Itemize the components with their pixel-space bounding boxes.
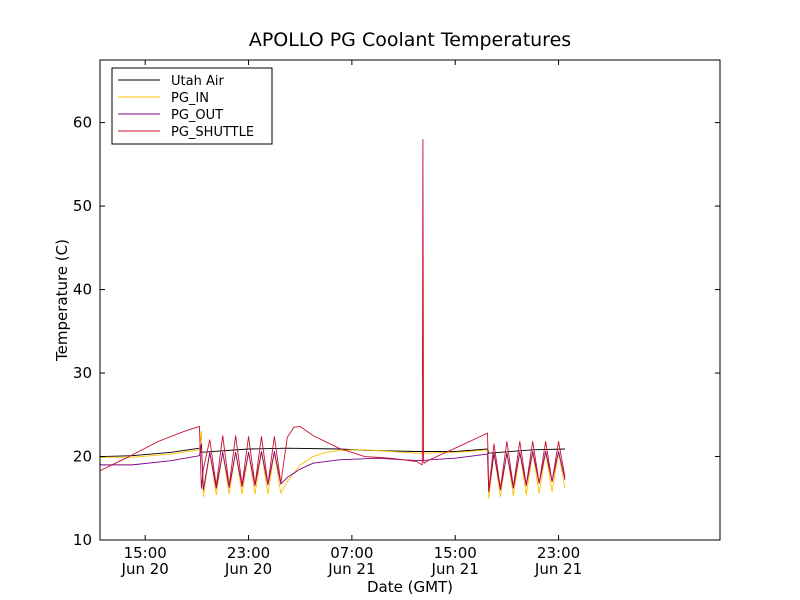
series-line-pg-shuttle bbox=[100, 138, 566, 491]
y-tick-label: 20 bbox=[73, 448, 92, 466]
x-tick-label-date: Jun 20 bbox=[224, 560, 272, 578]
y-tick-label: 10 bbox=[73, 531, 92, 549]
x-tick-label-date: Jun 21 bbox=[534, 560, 582, 578]
y-tick-label: 30 bbox=[73, 364, 92, 382]
plot-frame bbox=[99, 59, 721, 541]
x-tick-label-date: Jun 21 bbox=[327, 560, 375, 578]
series-layer bbox=[100, 138, 566, 499]
x-tick-label-time: 15:00 bbox=[124, 544, 167, 562]
x-tick-label-date: Jun 20 bbox=[121, 560, 169, 578]
x-tick-label-time: 15:00 bbox=[434, 544, 477, 562]
y-axis-title: Temperature (C) bbox=[53, 239, 71, 362]
legend: Utah Air PG_IN PG_OUT PG_SHUTTLE bbox=[111, 67, 273, 145]
series-line-pg-out bbox=[100, 443, 566, 493]
legend-label: PG_OUT bbox=[171, 108, 223, 123]
x-tick-label-time: 23:00 bbox=[537, 544, 580, 562]
x-tick-label-time: 23:00 bbox=[227, 544, 270, 562]
y-tick-label: 60 bbox=[73, 114, 92, 132]
x-tick-label-time: 07:00 bbox=[330, 544, 373, 562]
chart-title: APOLLO PG Coolant Temperatures bbox=[249, 29, 571, 51]
legend-label: Utah Air bbox=[171, 74, 224, 89]
y-axis: 10 20 30 40 50 60 bbox=[73, 114, 720, 549]
legend-label: PG_IN bbox=[171, 91, 209, 106]
legend-box bbox=[111, 67, 273, 145]
y-tick-label: 40 bbox=[73, 281, 92, 299]
legend-label: PG_SHUTTLE bbox=[171, 125, 254, 140]
x-axis-title: Date (GMT) bbox=[367, 578, 453, 596]
y-tick-label: 50 bbox=[73, 197, 92, 215]
x-tick-label-date: Jun 21 bbox=[431, 560, 479, 578]
